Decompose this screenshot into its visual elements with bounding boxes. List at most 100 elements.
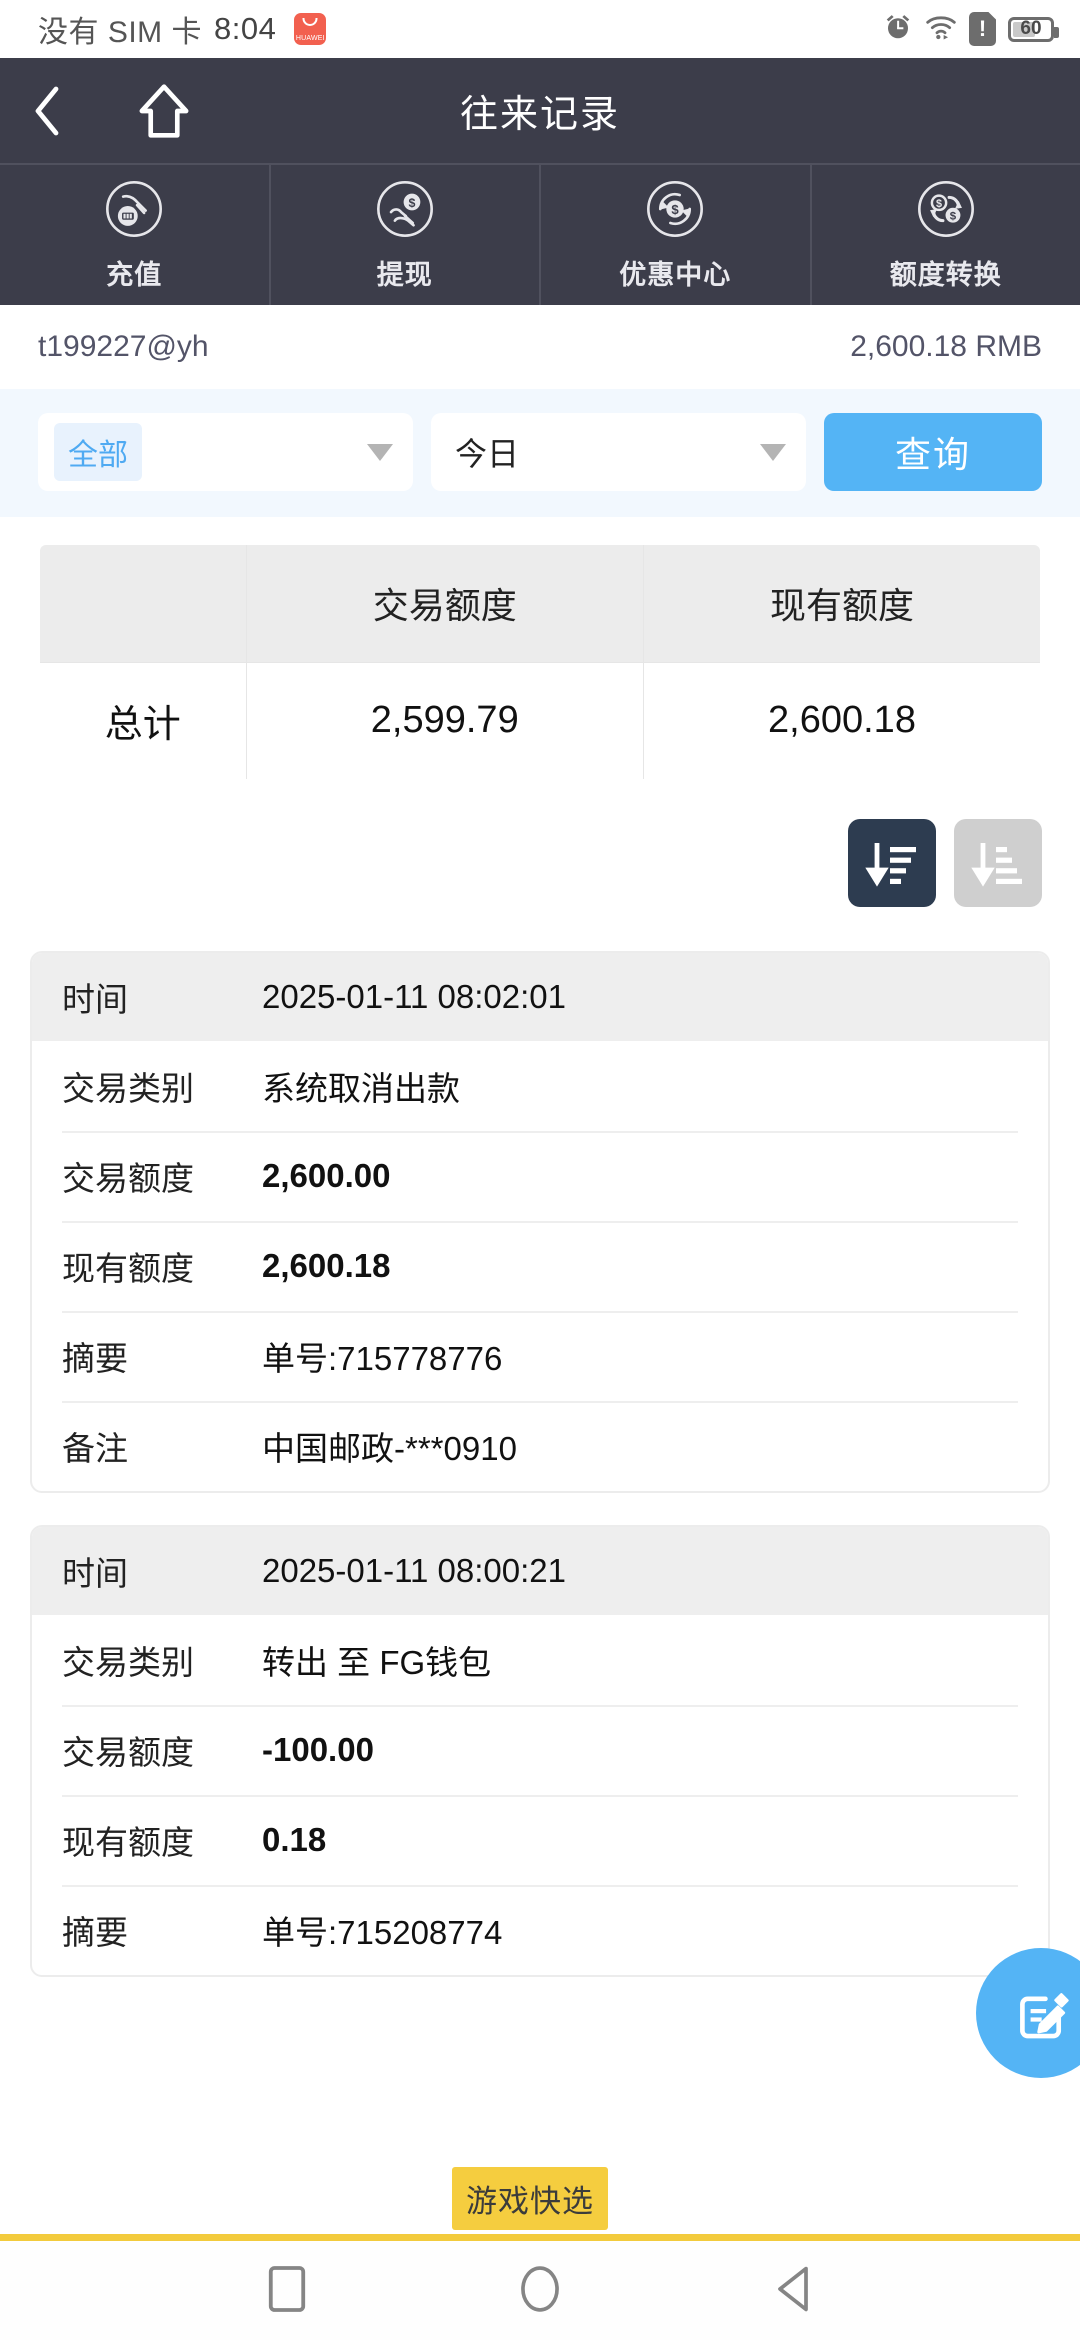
summary-transaction-total: 2,599.79 bbox=[245, 661, 644, 779]
transaction-card-body: 交易类别 系统取消出款 交易额度 2,600.00 现有额度 2,600.18 … bbox=[32, 1041, 1048, 1491]
field-label-remark: 备注 bbox=[62, 1430, 128, 1467]
summary-header-transaction: 交易额度 bbox=[245, 545, 644, 663]
svg-text:$: $ bbox=[408, 196, 415, 210]
account-username: t199227@yh bbox=[38, 330, 209, 363]
sort-descending-icon bbox=[865, 843, 916, 887]
deposit-card-icon bbox=[103, 178, 165, 245]
transaction-summary-row: 摘要 单号:715778776 bbox=[32, 1311, 1048, 1401]
account-row: t199227@yh 2,600.18 RMB bbox=[0, 305, 1080, 389]
transaction-time-row: 时间 2025-01-11 08:00:21 bbox=[32, 1527, 1048, 1615]
status-bar-right: ! 60 bbox=[883, 12, 1059, 47]
svg-text:$: $ bbox=[950, 211, 957, 223]
transaction-amount-value: -100.00 bbox=[262, 1731, 374, 1768]
sort-ascending-button[interactable] bbox=[954, 819, 1042, 907]
transaction-category-value: 系统取消出款 bbox=[262, 1070, 460, 1107]
clock-label: 8:04 bbox=[214, 11, 277, 46]
toolbar-label: 优惠中心 bbox=[619, 260, 732, 290]
toolbar-label: 额度转换 bbox=[889, 260, 1002, 290]
edit-fab-button[interactable] bbox=[976, 1948, 1080, 2078]
toolbar-label: 充值 bbox=[106, 260, 163, 290]
summary-balance-total: 2,600.18 bbox=[643, 661, 1040, 779]
toolbar-item-promotions[interactable]: $ 优惠中心 bbox=[541, 165, 812, 305]
summary-header-row: 交易额度 现有额度 bbox=[40, 545, 1040, 663]
sim-warning-icon: ! bbox=[969, 12, 996, 46]
type-select-value: 全部 bbox=[54, 423, 142, 481]
summary-header-balance: 现有额度 bbox=[643, 545, 1040, 663]
field-label-amount: 交易额度 bbox=[62, 1734, 194, 1771]
transaction-balance-row: 现有额度 2,600.18 bbox=[32, 1221, 1048, 1311]
field-label-amount: 交易额度 bbox=[62, 1160, 194, 1197]
promotion-refresh-dollar-icon: $ bbox=[644, 178, 706, 245]
circle-home-icon bbox=[521, 2265, 559, 2312]
toolbar-item-withdraw[interactable]: $ 提现 bbox=[271, 165, 541, 305]
transaction-time-row: 时间 2025-01-11 08:02:01 bbox=[32, 953, 1048, 1041]
transaction-time-value: 2025-01-11 08:02:01 bbox=[262, 978, 566, 1015]
app-header: 往来记录 bbox=[0, 58, 1080, 163]
withdraw-hand-dollar-icon: $ bbox=[374, 178, 436, 245]
filter-bar: 全部 今日 查询 bbox=[0, 389, 1080, 517]
transaction-card[interactable]: 时间 2025-01-11 08:00:21 交易类别 转出 至 FG钱包 交易… bbox=[30, 1525, 1050, 1977]
query-button[interactable]: 查询 bbox=[824, 413, 1042, 491]
sort-ascending-icon bbox=[971, 843, 1022, 887]
transaction-amount-row: 交易额度 2,600.00 bbox=[32, 1131, 1048, 1221]
field-label-category: 交易类别 bbox=[62, 1070, 194, 1107]
back-button[interactable] bbox=[0, 83, 96, 139]
transaction-card[interactable]: 时间 2025-01-11 08:02:01 交易类别 系统取消出款 交易额度 … bbox=[30, 951, 1050, 1493]
recents-button[interactable] bbox=[266, 2264, 308, 2319]
toolbar-label: 提现 bbox=[376, 260, 433, 290]
quick-actions-toolbar: 充值 $ 提现 $ bbox=[0, 163, 1080, 305]
battery-icon: 60 bbox=[1008, 16, 1059, 42]
field-label-balance: 现有额度 bbox=[62, 1250, 194, 1287]
toolbar-item-deposit[interactable]: 充值 bbox=[0, 165, 271, 305]
quick-select-divider bbox=[0, 2234, 1080, 2241]
svg-text:$: $ bbox=[936, 198, 942, 210]
transaction-time-value: 2025-01-11 08:00:21 bbox=[262, 1552, 566, 1589]
transaction-balance-value: 0.18 bbox=[262, 1821, 327, 1858]
field-label-time: 时间 bbox=[62, 1555, 128, 1592]
transaction-remark-row: 备注 中国邮政-***0910 bbox=[32, 1401, 1048, 1491]
home-button[interactable] bbox=[518, 2263, 562, 2320]
home-icon bbox=[139, 83, 189, 138]
sort-controls bbox=[0, 781, 1080, 907]
transaction-summary-value: 单号:715208774 bbox=[262, 1914, 503, 1951]
android-nav-bar bbox=[0, 2242, 1080, 2340]
period-select[interactable]: 今日 bbox=[431, 413, 806, 491]
summary-table: 交易额度 现有额度 总计 2,599.79 2,600.18 bbox=[38, 543, 1042, 781]
transfer-exchange-dollar-icon: $ $ bbox=[915, 178, 977, 245]
transaction-category-value: 转出 至 FG钱包 bbox=[262, 1644, 492, 1681]
transaction-category-row: 交易类别 系统取消出款 bbox=[32, 1041, 1048, 1131]
transaction-amount-row: 交易额度 -100.00 bbox=[32, 1705, 1048, 1795]
chevron-down-icon bbox=[760, 443, 786, 461]
field-label-balance: 现有额度 bbox=[62, 1824, 194, 1861]
wifi-icon bbox=[925, 13, 957, 46]
transaction-category-row: 交易类别 转出 至 FG钱包 bbox=[32, 1615, 1048, 1705]
edit-note-icon bbox=[1020, 1993, 1069, 2039]
sort-descending-button[interactable] bbox=[848, 819, 936, 907]
type-select[interactable]: 全部 bbox=[38, 413, 413, 491]
summary-section: 交易额度 现有额度 总计 2,599.79 2,600.18 bbox=[0, 517, 1080, 781]
period-select-value: 今日 bbox=[455, 436, 520, 472]
carrier-label: 没有 SIM 卡 bbox=[38, 16, 203, 49]
field-label-category: 交易类别 bbox=[62, 1644, 194, 1681]
home-button[interactable] bbox=[116, 80, 212, 142]
field-label-summary: 摘要 bbox=[62, 1914, 128, 1951]
quick-select-badge[interactable]: 游戏快选 bbox=[452, 2167, 608, 2230]
transaction-list: 时间 2025-01-11 08:02:01 交易类别 系统取消出款 交易额度 … bbox=[0, 907, 1080, 1977]
field-label-time: 时间 bbox=[62, 981, 128, 1018]
transaction-summary-row: 摘要 单号:715208774 bbox=[32, 1885, 1048, 1975]
status-bar-left: 没有 SIM 卡 8:04 HUAWEI bbox=[38, 7, 327, 51]
toolbar-item-transfer[interactable]: $ $ 额度转换 bbox=[812, 165, 1080, 305]
summary-total-row: 总计 2,599.79 2,600.18 bbox=[40, 661, 1040, 779]
back-button[interactable] bbox=[772, 2263, 814, 2320]
chevron-down-icon bbox=[367, 443, 393, 461]
transaction-balance-row: 现有额度 0.18 bbox=[32, 1795, 1048, 1885]
square-recents-icon bbox=[268, 2265, 306, 2312]
triangle-back-icon bbox=[778, 2266, 808, 2311]
field-label-summary: 摘要 bbox=[62, 1340, 128, 1377]
summary-row-label: 总计 bbox=[40, 661, 247, 779]
transaction-card-body: 交易类别 转出 至 FG钱包 交易额度 -100.00 现有额度 0.18 摘要… bbox=[32, 1615, 1048, 1975]
status-bar: 没有 SIM 卡 8:04 HUAWEI bbox=[0, 0, 1080, 58]
transaction-amount-value: 2,600.00 bbox=[262, 1157, 391, 1194]
chevron-left-icon bbox=[35, 86, 59, 135]
